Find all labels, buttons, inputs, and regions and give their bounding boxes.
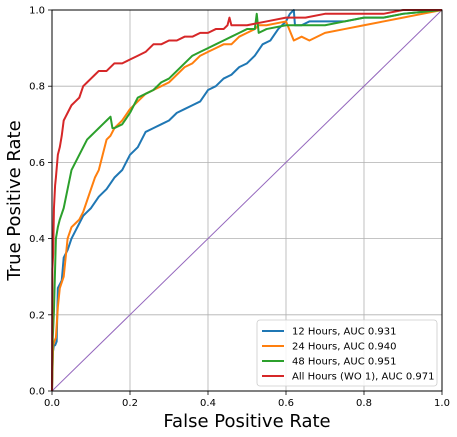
y-tick-label: 1.0 — [29, 6, 45, 17]
x-tick-label: 0.4 — [200, 398, 216, 409]
x-tick-label: 0.8 — [356, 398, 372, 409]
x-axis-label: False Positive Rate — [163, 411, 330, 432]
series-group — [51, 9, 443, 392]
plot-frame — [51, 9, 443, 392]
y-axis-label: True Positive Rate — [4, 120, 25, 281]
x-tick-label: 0.2 — [122, 398, 138, 409]
x-tick-label: 1.0 — [434, 398, 450, 409]
series-line-4 — [51, 9, 442, 392]
x-tick-label: 0.6 — [278, 398, 294, 409]
legend-entry: 24 Hours, AUC 0.940 — [292, 342, 397, 353]
axis-ticks: 0.0 0.2 0.4 0.6 0.8 1.0 0.0 0.2 0.4 0.6 0.8 1.0 — [29, 6, 450, 410]
series-line-2 — [51, 9, 443, 392]
y-tick-label: 0.6 — [29, 158, 45, 169]
legend-entry: 48 Hours, AUC 0.951 — [292, 357, 397, 368]
legend: 12 Hours, AUC 0.931 24 Hours, AUC 0.940 48… — [256, 319, 438, 387]
legend-entry: All Hours (WO 1), AUC 0.971 — [292, 372, 434, 383]
y-tick-label: 0.0 — [29, 387, 45, 398]
reference-diagonal-line — [51, 9, 443, 392]
legend-box — [256, 319, 438, 387]
series-line-3 — [51, 9, 443, 392]
y-tick-label: 0.4 — [29, 234, 45, 245]
y-tick-label: 0.2 — [29, 310, 45, 321]
legend-entry: 12 Hours, AUC 0.931 — [292, 327, 397, 338]
y-tick-label: 0.8 — [29, 82, 45, 93]
x-tick-label: 0.0 — [44, 398, 60, 409]
